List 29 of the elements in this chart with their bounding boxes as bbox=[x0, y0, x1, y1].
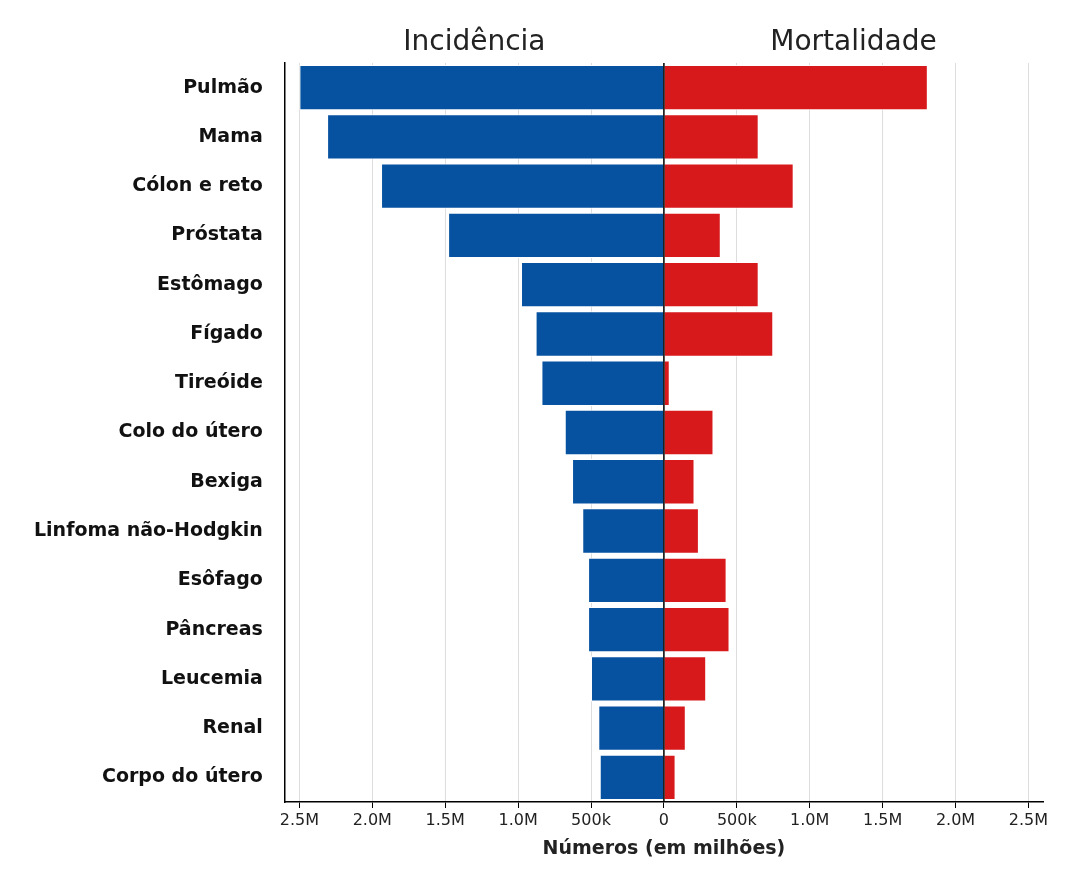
x-tick-label: 0 bbox=[658, 809, 669, 829]
series-label: Incidência bbox=[403, 24, 546, 58]
x-axis-title: Números (em milhões) bbox=[542, 835, 786, 858]
x-tick-label: 2.0M bbox=[935, 809, 976, 829]
y-tick-label: Colo do útero bbox=[118, 419, 263, 442]
x-tick-label: 2.5M bbox=[1008, 809, 1049, 829]
x-tick-label: 1.5M bbox=[425, 809, 465, 829]
y-tick-label: Mama bbox=[198, 123, 263, 146]
y-tick-label: Fígado bbox=[190, 320, 263, 343]
x-tick-label: 1.0M bbox=[790, 809, 830, 829]
y-tick-label: Próstata bbox=[171, 222, 263, 245]
x-tick-label: 2.5M bbox=[279, 809, 320, 829]
y-tick-label: Leucemia bbox=[161, 665, 263, 688]
x-tick-label: 500k bbox=[571, 809, 612, 829]
y-tick-label: Renal bbox=[202, 715, 263, 738]
y-tick-label: Linfoma não-Hodgkin bbox=[33, 517, 263, 540]
y-tick-label: Bexiga bbox=[190, 468, 263, 491]
y-tick-label: Corpo do útero bbox=[101, 764, 263, 787]
y-tick-label: Esôfago bbox=[177, 567, 263, 590]
x-tick-label: 1.0M bbox=[498, 809, 538, 829]
x-tick-label: 1.5M bbox=[862, 809, 903, 829]
x-tick-label: 500k bbox=[716, 809, 758, 829]
x-tick-label: 2.0M bbox=[352, 809, 392, 829]
series-label: Mortalidade bbox=[770, 24, 937, 58]
y-tick-label: Estômago bbox=[157, 271, 263, 294]
y-tick-label: Pâncreas bbox=[165, 616, 263, 639]
y-tick-label: Cólon e reto bbox=[132, 173, 263, 196]
y-tick-label: Tireóide bbox=[175, 370, 263, 393]
y-tick-label: Pulmão bbox=[183, 74, 263, 97]
